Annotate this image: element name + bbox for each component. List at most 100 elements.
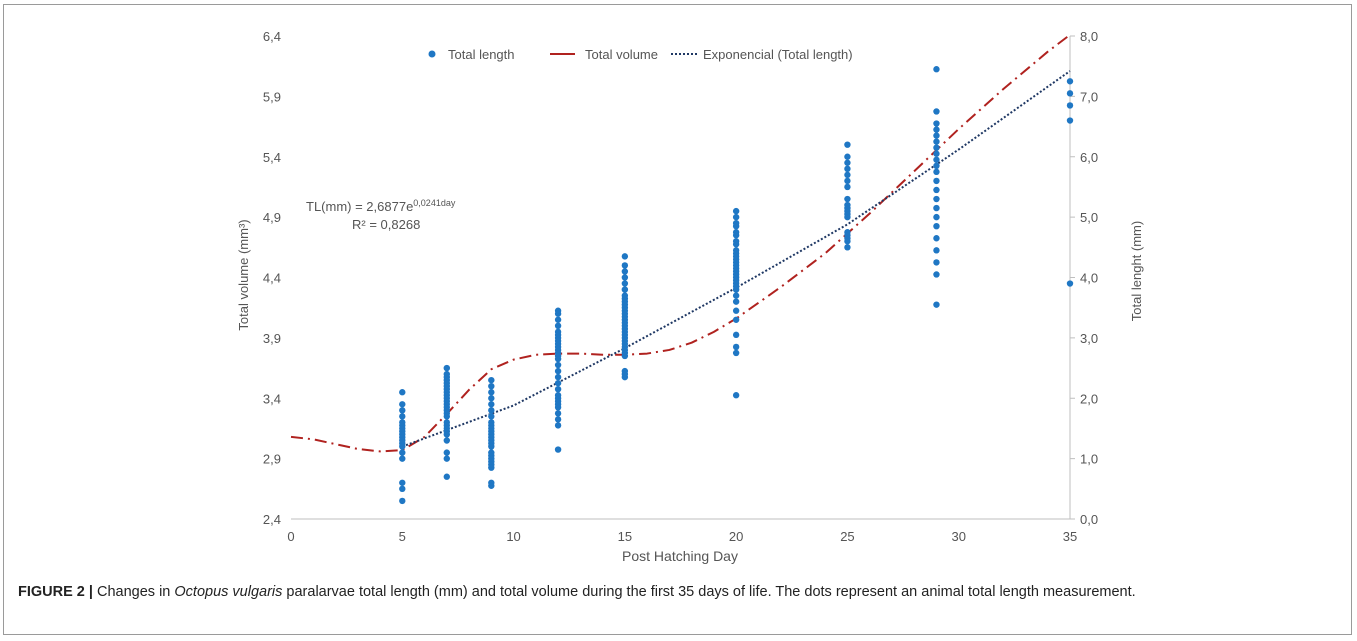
total-length-point: [443, 364, 450, 372]
total-length-point: [488, 389, 495, 396]
total-length-point: [621, 253, 629, 260]
y-left-tick-label: 2,9: [263, 452, 281, 467]
y-right-tick-label: 3,0: [1080, 331, 1098, 346]
total-length-point: [621, 280, 629, 287]
y-right-tick-label: 1,0: [1080, 452, 1098, 467]
total-length-point: [732, 307, 740, 314]
y-right-tick-label: 2,0: [1080, 391, 1098, 406]
total-length-point: [844, 195, 851, 203]
total-length-point: [732, 229, 740, 236]
total-length-point: [443, 370, 450, 378]
total-length-point: [933, 271, 940, 278]
total-length-point: [933, 259, 940, 266]
total-length-point: [554, 361, 562, 369]
total-length-point: [732, 238, 740, 245]
chart: 0 5 10 15 20 25 30 35 2,4 2,9 3,4 3,9 4,4 4,9 5,4 5,9 6,…: [236, 29, 1144, 564]
annotation-equation-exponent: 0,0241day: [413, 198, 456, 208]
total-length-point: [488, 382, 495, 390]
total-length-point: [844, 153, 851, 160]
y-axis-label-right: Total lenght (mm): [1129, 221, 1144, 321]
legend-label-exponential: Exponencial (Total length): [703, 47, 853, 62]
total-length-point: [399, 485, 406, 493]
y-left-tick-label: 3,4: [263, 391, 281, 406]
total-length-point: [933, 213, 940, 221]
total-length-point: [844, 244, 851, 251]
total-length-point: [554, 316, 562, 323]
total-length-point: [399, 479, 406, 486]
total-length-point: [488, 413, 495, 420]
total-length-point: [732, 316, 740, 323]
total-length-point: [844, 159, 851, 166]
x-tick-label: 30: [951, 529, 965, 544]
total-length-point: [844, 183, 851, 191]
total-length-point: [399, 419, 406, 426]
total-length-point: [443, 449, 450, 456]
total-length-point: [933, 177, 940, 185]
total-length-point: [933, 186, 940, 194]
annotation-r2: R² = 0,8268: [352, 217, 420, 232]
total-length-point: [554, 385, 562, 393]
total-length-point: [488, 395, 495, 402]
total-volume-line: [290, 33, 1071, 453]
x-tick-label: 20: [729, 529, 743, 544]
legend: Total length Total volume Exponencial (Tot…: [428, 47, 853, 62]
total-length-point: [732, 349, 740, 357]
y-right-tick-label: 4,0: [1080, 271, 1098, 286]
y-left-tick-label: 4,4: [263, 271, 281, 286]
ticks: 0 5 10 15 20 25 30 35 2,4 2,9 3,4 3,9 4,4 4,9 5,4 5,9 6,…: [263, 29, 1098, 544]
annotation-equation: TL(mm) = 2,6877e0,0241day: [306, 198, 456, 214]
total-length-point: [443, 419, 450, 426]
y-right-tick-label: 7,0: [1080, 89, 1098, 104]
y-right-tick-label: 8,0: [1080, 29, 1098, 44]
total-length-point: [554, 367, 562, 375]
x-tick-label: 25: [840, 529, 854, 544]
total-length-point: [844, 141, 851, 148]
y-left-tick-label: 2,4: [263, 512, 281, 527]
total-length-point: [732, 343, 740, 351]
total-length-point: [732, 298, 740, 305]
y-right-tick-label: 6,0: [1080, 150, 1098, 165]
y-axis-label-left: Total volume (mm³): [236, 219, 251, 330]
total-length-point: [621, 262, 629, 269]
caption-label: FIGURE 2 |: [18, 584, 93, 600]
total-length-point: [933, 301, 940, 308]
x-tick-label: 10: [506, 529, 520, 544]
total-length-point: [488, 407, 495, 414]
total-length-point: [554, 410, 562, 417]
axes: [291, 36, 1071, 520]
total-length-point: [621, 286, 629, 293]
total-length-point: [732, 292, 740, 299]
total-length-point: [844, 201, 851, 209]
total-length-point: [933, 132, 940, 139]
total-length-point: [443, 455, 450, 462]
legend-label-total-volume: Total volume: [585, 47, 658, 62]
total-length-point: [399, 455, 406, 462]
total-length-point: [399, 413, 406, 420]
total-length-point: [732, 331, 740, 339]
total-length-point: [1066, 90, 1074, 97]
total-length-point: [732, 219, 740, 227]
total-length-point: [488, 449, 495, 456]
total-length-point: [732, 247, 740, 254]
total-length-point: [621, 274, 629, 281]
total-length-point: [933, 168, 940, 176]
y-left-tick-label: 4,9: [263, 210, 281, 225]
x-tick-label: 15: [618, 529, 632, 544]
total-length-point: [554, 373, 562, 381]
total-length-point: [844, 229, 851, 236]
total-length-point: [1066, 280, 1074, 287]
total-length-point: [933, 138, 940, 145]
total-length-point: [488, 419, 495, 426]
total-length-point: [621, 367, 629, 375]
x-tick-label: 35: [1063, 529, 1077, 544]
y-left-tick-label: 5,4: [263, 150, 281, 165]
y-right-tick-label: 5,0: [1080, 210, 1098, 225]
legend-label-total-length: Total length: [448, 47, 515, 62]
total-length-point: [554, 392, 562, 399]
y-left-tick-label: 6,4: [263, 29, 281, 44]
caption-text-after: paralarvae total length (mm) and total v…: [282, 584, 1136, 600]
total-length-point: [933, 204, 940, 212]
annotation-equation-base: TL(mm) = 2,6877e: [306, 199, 413, 214]
total-length-point: [933, 144, 940, 151]
total-length-point: [399, 401, 406, 408]
